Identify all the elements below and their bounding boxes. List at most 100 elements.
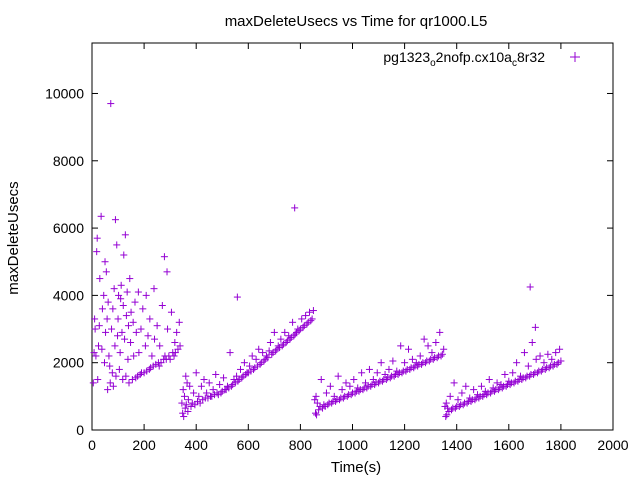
data-point — [148, 352, 156, 360]
x-tick-label: 1800 — [545, 437, 576, 453]
data-point — [397, 342, 405, 350]
data-point — [121, 231, 129, 239]
data-point — [117, 281, 125, 289]
data-point — [195, 392, 203, 400]
data-point — [111, 342, 119, 350]
data-point — [312, 409, 320, 417]
data-point — [93, 248, 101, 256]
legend-text-part: 8r32 — [517, 49, 545, 65]
data-point — [549, 362, 557, 370]
data-point — [346, 382, 354, 390]
data-point — [158, 301, 166, 309]
data-point — [123, 288, 131, 296]
data-point — [322, 389, 330, 397]
data-point — [129, 318, 137, 326]
data-point — [405, 345, 413, 353]
data-point — [382, 376, 390, 384]
data-point — [167, 308, 175, 316]
data-point — [236, 365, 244, 373]
data-point — [163, 268, 171, 276]
data-point — [179, 386, 187, 394]
data-point — [552, 349, 560, 357]
data-point — [166, 355, 174, 363]
data-point — [234, 377, 242, 385]
data-point — [510, 379, 518, 387]
legend-text-part: 2nofp.cx10a — [436, 49, 512, 65]
data-point — [371, 381, 379, 389]
data-point — [179, 409, 187, 417]
data-point — [109, 305, 117, 313]
data-point — [124, 355, 132, 363]
data-point — [134, 288, 142, 296]
data-point — [233, 293, 241, 301]
data-point — [324, 401, 332, 409]
data-point — [459, 401, 467, 409]
data-point — [180, 392, 188, 400]
data-point — [130, 352, 138, 360]
data-point — [306, 308, 314, 316]
data-point — [104, 386, 112, 394]
data-point — [98, 305, 106, 313]
data-point — [291, 204, 299, 212]
data-point — [490, 387, 498, 395]
data-point — [156, 342, 164, 350]
data-point — [109, 382, 117, 390]
data-point — [359, 386, 367, 394]
data-point — [145, 365, 153, 373]
data-point — [282, 339, 290, 347]
data-point — [533, 369, 541, 377]
data-point — [358, 369, 366, 377]
data-point — [531, 323, 539, 331]
data-point — [438, 350, 446, 358]
data-point — [132, 328, 140, 336]
data-point — [182, 372, 190, 380]
data-point — [485, 376, 493, 384]
data-point — [119, 376, 127, 384]
legend-text-part: pg1323 — [383, 49, 430, 65]
data-point — [118, 328, 126, 336]
data-point — [421, 359, 429, 367]
data-point — [151, 335, 159, 343]
data-point — [424, 342, 432, 350]
data-point — [528, 339, 536, 347]
data-point — [182, 401, 190, 409]
data-point — [124, 322, 132, 330]
data-point — [401, 359, 409, 367]
y-tick-label: 6000 — [53, 220, 84, 236]
x-tick-label: 2000 — [597, 437, 628, 453]
data-point — [111, 216, 119, 224]
data-point — [541, 365, 549, 373]
data-points — [89, 100, 565, 421]
data-point — [94, 376, 102, 384]
data-point — [171, 339, 179, 347]
data-point — [150, 285, 158, 293]
data-point — [373, 369, 381, 377]
data-point — [557, 357, 565, 365]
data-point — [153, 322, 161, 330]
data-point — [264, 354, 272, 362]
data-point — [432, 339, 440, 347]
data-point — [524, 362, 532, 370]
data-point — [447, 406, 455, 414]
data-point — [131, 298, 139, 306]
data-point — [291, 330, 299, 338]
data-point — [355, 387, 363, 395]
data-point — [127, 308, 135, 316]
data-point — [164, 325, 172, 333]
data-point — [493, 379, 501, 387]
chart-title: maxDeleteUsecs vs Time for qr1000.L5 — [225, 13, 488, 30]
data-point — [483, 391, 491, 399]
legend-subscript: c — [512, 58, 517, 69]
data-point — [451, 404, 459, 412]
data-point — [462, 382, 470, 390]
data-point — [192, 369, 200, 377]
data-point — [132, 374, 140, 382]
data-point — [121, 335, 129, 343]
data-point — [442, 399, 450, 407]
legend: pg1323o2nofp.cx10ac8r32 — [383, 49, 580, 69]
data-point — [255, 345, 263, 353]
data-point — [410, 364, 418, 372]
data-point — [259, 349, 267, 357]
data-point — [295, 327, 303, 335]
